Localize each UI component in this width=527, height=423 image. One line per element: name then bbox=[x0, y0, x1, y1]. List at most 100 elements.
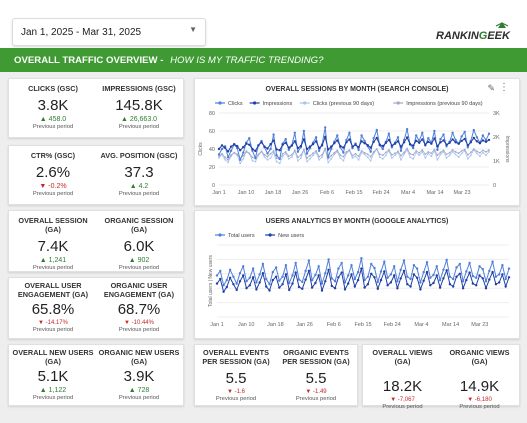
data-point bbox=[317, 146, 321, 150]
data-point bbox=[463, 130, 466, 134]
data-point bbox=[317, 274, 320, 277]
data-point bbox=[372, 140, 375, 143]
data-point bbox=[448, 154, 451, 157]
data-point bbox=[251, 147, 254, 151]
legend-label: Total users bbox=[228, 233, 255, 239]
scorecard-value: 37.3 bbox=[124, 164, 154, 181]
data-point bbox=[350, 273, 353, 276]
data-point bbox=[330, 147, 333, 151]
scorecard-overall-views: OVERALL VIEWS (GA) 18.2K ▼ -7,067 Previo… bbox=[364, 348, 441, 410]
data-point bbox=[258, 273, 261, 276]
data-point bbox=[272, 133, 275, 136]
data-point bbox=[487, 138, 491, 142]
data-point bbox=[370, 262, 373, 266]
data-point bbox=[222, 290, 225, 293]
data-point bbox=[263, 145, 266, 148]
data-point bbox=[484, 140, 488, 143]
data-point bbox=[442, 277, 445, 280]
data-point bbox=[278, 286, 281, 289]
data-point bbox=[391, 153, 393, 156]
data-point bbox=[438, 278, 442, 282]
data-point bbox=[350, 264, 353, 267]
data-point bbox=[242, 274, 245, 277]
data-point bbox=[435, 265, 438, 268]
data-point bbox=[363, 286, 366, 289]
data-point bbox=[376, 280, 379, 284]
data-point bbox=[333, 151, 336, 154]
data-point bbox=[399, 277, 402, 280]
data-point bbox=[232, 275, 235, 278]
data-point bbox=[476, 152, 478, 155]
scorecard-label: OVERALL EVENTS PER SESSION (GA) bbox=[202, 348, 270, 366]
edit-icon[interactable]: ✎ bbox=[487, 83, 495, 93]
data-point bbox=[321, 153, 323, 156]
data-point bbox=[472, 128, 475, 132]
data-point bbox=[260, 141, 263, 144]
data-point bbox=[481, 268, 484, 271]
data-point bbox=[348, 138, 351, 141]
scorecard-value: 5.5 bbox=[225, 370, 247, 387]
data-point bbox=[419, 281, 422, 284]
scorecard-compare: Previous period bbox=[118, 395, 160, 401]
data-point bbox=[225, 285, 228, 289]
data-point bbox=[427, 140, 430, 143]
x-tick-label: Jan 10 bbox=[238, 322, 255, 328]
data-point bbox=[452, 277, 455, 281]
data-point bbox=[463, 137, 466, 141]
data-point bbox=[373, 266, 376, 270]
data-point bbox=[412, 158, 415, 160]
y-tick-label: 60 bbox=[209, 129, 215, 135]
scorecard-delta: ▲ 902 bbox=[128, 257, 150, 264]
data-point bbox=[375, 128, 378, 132]
scorecard-value: 14.9K bbox=[459, 378, 500, 395]
data-point bbox=[409, 156, 411, 158]
data-point bbox=[239, 162, 242, 165]
data-point bbox=[281, 143, 284, 146]
data-point bbox=[357, 158, 360, 161]
data-point bbox=[242, 158, 245, 160]
x-tick-label: Jan 1 bbox=[212, 190, 225, 196]
data-point bbox=[309, 154, 311, 157]
data-point bbox=[333, 280, 337, 283]
data-point bbox=[269, 157, 272, 159]
data-point bbox=[379, 270, 383, 273]
data-point bbox=[466, 153, 469, 156]
data-point bbox=[393, 274, 396, 277]
legend-marker bbox=[303, 101, 307, 105]
data-point bbox=[472, 136, 475, 140]
data-point bbox=[494, 283, 498, 286]
data-point bbox=[306, 157, 308, 159]
more-options-icon[interactable]: ⋮ bbox=[499, 82, 509, 93]
data-point bbox=[396, 280, 399, 283]
data-point bbox=[318, 155, 320, 158]
scorecard-label: IMPRESSIONS (GSC) bbox=[102, 84, 176, 93]
data-point bbox=[333, 287, 337, 290]
data-point bbox=[504, 277, 507, 281]
data-point bbox=[228, 268, 232, 271]
data-point bbox=[299, 144, 303, 148]
date-range-select[interactable]: Jan 1, 2025 - Mar 31, 2025 ▼ bbox=[12, 18, 206, 46]
data-point bbox=[330, 154, 333, 157]
data-point bbox=[314, 273, 317, 277]
scorecard-value: 18.2K bbox=[382, 378, 423, 395]
data-point bbox=[304, 278, 307, 281]
data-point bbox=[427, 151, 430, 153]
data-point bbox=[445, 157, 448, 159]
data-point bbox=[436, 154, 439, 157]
data-point bbox=[469, 141, 472, 144]
ga-sessions-card bbox=[8, 210, 184, 272]
scorecard-label: ORGANIC VIEWS (GA) bbox=[449, 348, 510, 366]
legend-item: Clicks bbox=[215, 101, 243, 107]
data-point bbox=[396, 136, 400, 139]
data-point bbox=[494, 275, 498, 278]
data-point bbox=[481, 134, 485, 137]
data-point bbox=[381, 144, 384, 148]
scorecard-value: 145.8K bbox=[115, 97, 163, 114]
data-point bbox=[418, 154, 421, 157]
chart-title: USERS ANALYTICS BY MONTH (GOOGLE ANALYTI… bbox=[265, 218, 449, 225]
scorecard-delta: ▲ 1,241 bbox=[39, 257, 67, 264]
data-point bbox=[320, 144, 324, 147]
data-point bbox=[251, 149, 254, 152]
data-point bbox=[274, 266, 278, 269]
data-point bbox=[363, 142, 366, 145]
